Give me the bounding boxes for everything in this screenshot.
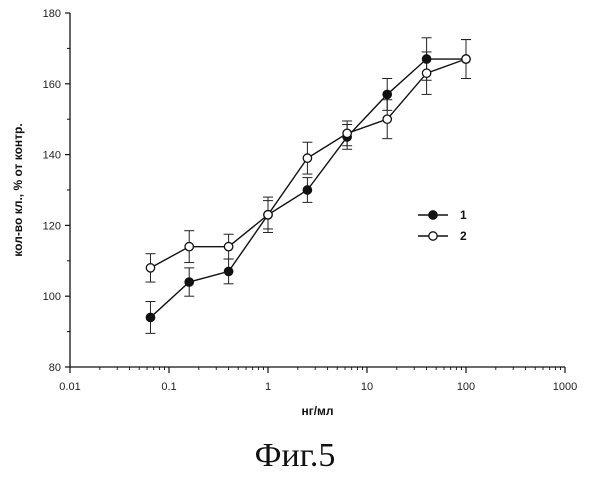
- series-1-point: [383, 90, 391, 98]
- y-axis-title: кол-во кл., % от контр.: [11, 123, 25, 256]
- y-tick-label: 120: [43, 220, 61, 232]
- legend-item-1: 1: [418, 208, 467, 222]
- series-2-point: [264, 211, 272, 219]
- series-2-point: [422, 69, 430, 77]
- series-2-point: [185, 242, 193, 250]
- x-tick-label: 1000: [553, 381, 577, 393]
- series-2-point: [146, 264, 154, 272]
- series-1-point: [185, 278, 193, 286]
- series-2-point: [383, 115, 391, 123]
- series-2-point: [224, 242, 232, 250]
- series-1-point: [303, 186, 311, 194]
- series-1-point: [146, 313, 154, 321]
- series-1-point: [224, 267, 232, 275]
- legend-swatch-marker: [429, 211, 437, 219]
- x-tick-label: 1: [265, 381, 271, 393]
- legend: 12: [418, 208, 467, 243]
- x-axis-title: нг/мл: [301, 404, 333, 418]
- legend-label: 1: [460, 208, 467, 222]
- x-tick-label: 10: [361, 381, 373, 393]
- x-axis-ticks: 0.01 0.1 1 10 100 1000: [59, 367, 577, 393]
- y-tick-label: 160: [43, 79, 61, 91]
- series-2-point: [462, 55, 470, 63]
- legend-swatch-marker: [429, 232, 437, 240]
- series-1-point: [422, 55, 430, 63]
- x-tick-label: 100: [457, 381, 475, 393]
- x-tick-label: 0.1: [161, 381, 176, 393]
- y-tick-label: 180: [43, 8, 61, 20]
- y-axis-ticks: 80 100 120 140 160 180: [43, 8, 70, 374]
- series-2-point: [303, 154, 311, 162]
- figure-caption: Фиг.5: [0, 436, 590, 476]
- series-2-point: [343, 129, 351, 137]
- y-tick-label: 100: [43, 291, 61, 303]
- y-tick-label: 80: [49, 362, 61, 374]
- x-tick-label: 0.01: [59, 381, 80, 393]
- legend-label: 2: [460, 229, 467, 243]
- y-tick-label: 140: [43, 150, 61, 162]
- series-layer: [145, 38, 471, 334]
- legend-item-2: 2: [418, 229, 467, 243]
- plot-area: 80 100 120 140 160 180 0.01 0.1 1 10 100 1000: [43, 8, 578, 393]
